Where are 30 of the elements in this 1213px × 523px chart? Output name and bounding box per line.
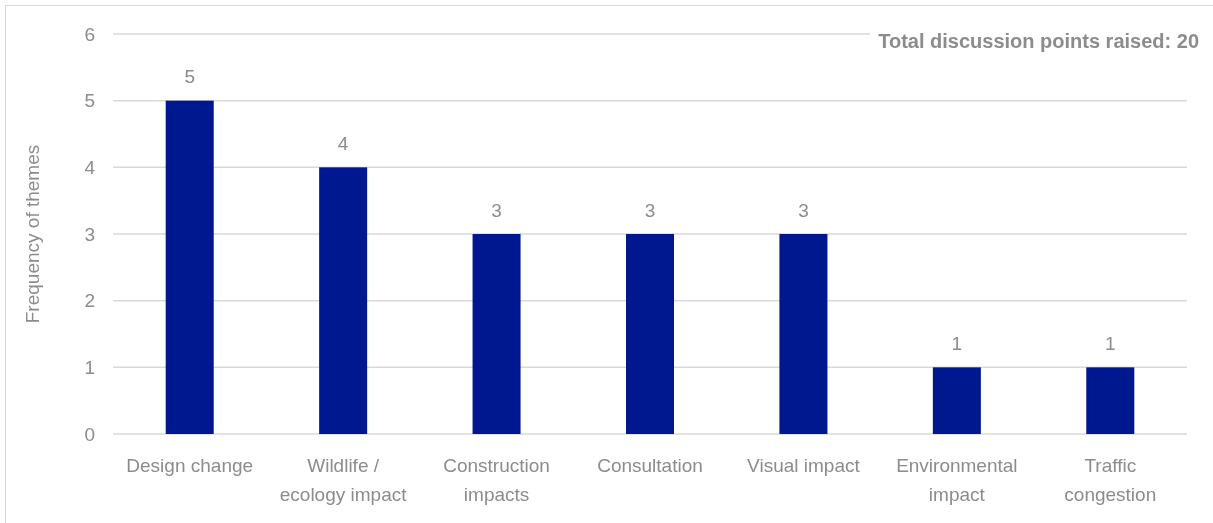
x-tick-label: Consultation bbox=[597, 454, 703, 476]
y-tick-label: 1 bbox=[84, 356, 95, 378]
x-tick-label: Wildlife / ecology impact bbox=[279, 454, 408, 505]
y-tick-label: 4 bbox=[84, 156, 96, 178]
x-tick-label: Construction impacts bbox=[443, 454, 550, 505]
annotation: Total discussion points raised: 20 bbox=[878, 30, 1199, 52]
y-tick-label: 6 bbox=[84, 23, 95, 45]
bar bbox=[472, 234, 521, 434]
data-label: 1 bbox=[951, 332, 963, 354]
y-tick-label: 3 bbox=[84, 223, 95, 245]
data-label: 5 bbox=[184, 66, 195, 88]
x-tick-label: Design change bbox=[126, 454, 254, 476]
data-label: 4 bbox=[337, 132, 349, 154]
bar bbox=[319, 167, 368, 434]
data-label: 1 bbox=[1105, 332, 1116, 354]
bar bbox=[779, 234, 828, 434]
bar bbox=[1086, 367, 1135, 434]
y-tick-label: 0 bbox=[84, 423, 95, 445]
y-tick-label: 2 bbox=[84, 290, 95, 312]
y-axis-title: Frequency of themes bbox=[21, 144, 43, 324]
bar bbox=[165, 100, 214, 434]
x-tick-label: Environmental impact bbox=[896, 454, 1018, 505]
data-label: 3 bbox=[644, 199, 656, 221]
bar bbox=[625, 234, 675, 434]
data-label: 3 bbox=[798, 199, 809, 221]
x-tick-label: Traffic congestion bbox=[1064, 454, 1157, 505]
x-tick-label: Visual impact bbox=[747, 454, 861, 476]
data-label: 3 bbox=[491, 199, 502, 221]
y-tick-label: 5 bbox=[84, 90, 95, 112]
bar bbox=[932, 367, 981, 434]
